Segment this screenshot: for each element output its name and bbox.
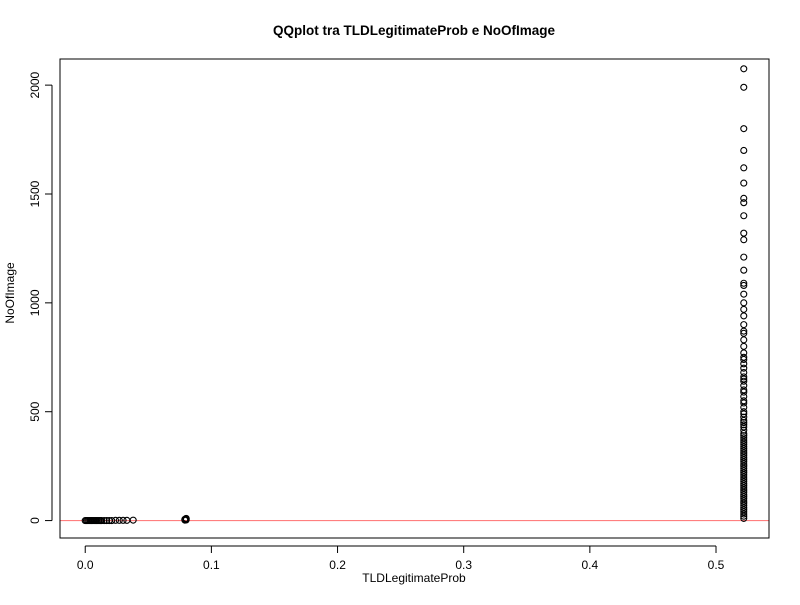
data-point [740,510,748,518]
x-tick-label: 0.0 [77,558,94,572]
data-point [740,388,748,396]
data-point [740,179,748,187]
data-point [740,65,748,73]
data-point [119,516,127,524]
data-point [740,83,748,91]
y-tick-label: 500 [28,401,42,421]
x-axis-label: TLDLegitimateProb [362,571,466,585]
data-point [740,212,748,220]
data-point [740,125,748,133]
data-point [740,146,748,154]
data-point [115,516,123,524]
data-point [740,514,748,522]
data-point [740,312,748,320]
x-tick-label: 0.1 [203,558,220,572]
data-point [103,517,111,525]
data-point [740,377,748,385]
data-point [740,355,748,364]
data-point [740,408,748,416]
x-axis: 0.0 0.1 0.2 0.3 0.4 0.5 [77,545,725,572]
data-point [740,360,748,368]
data-point [740,281,748,289]
data-point [108,517,116,525]
data-point [182,516,190,524]
data-point [740,164,748,172]
data-point [100,517,108,525]
data-point [740,279,748,287]
x-tick-label: 0.3 [455,558,472,572]
data-point [740,419,748,427]
data-point [740,253,748,261]
data-point [740,194,748,202]
data-point [740,290,748,298]
data-point [740,413,748,421]
x-tick-label: 0.5 [708,558,725,572]
data-point [129,516,137,524]
x-tick-label: 0.4 [582,558,599,572]
y-tick-label: 0 [28,517,42,524]
data-point [740,373,748,381]
points-layer [81,65,748,525]
chart-title: QQplot tra TLDLegitimateProb e NoOfImage [273,23,556,38]
plot-frame [59,58,770,539]
data-point [740,327,748,335]
data-point [740,399,748,407]
data-point [740,199,748,207]
data-point [98,517,106,525]
data-point [740,426,748,434]
y-tick-label: 2000 [28,71,42,98]
data-point [740,236,748,244]
data-point [111,516,120,524]
y-axis-label: NoOfImage [3,262,17,324]
data-point [740,512,748,520]
data-point [740,266,748,274]
y-tick-label: 1500 [28,180,42,207]
data-point [740,364,748,372]
y-tick-label: 1000 [28,289,42,316]
x-tick-label: 0.2 [329,558,346,572]
y-axis: 0 500 1000 1500 2000 [28,71,53,524]
